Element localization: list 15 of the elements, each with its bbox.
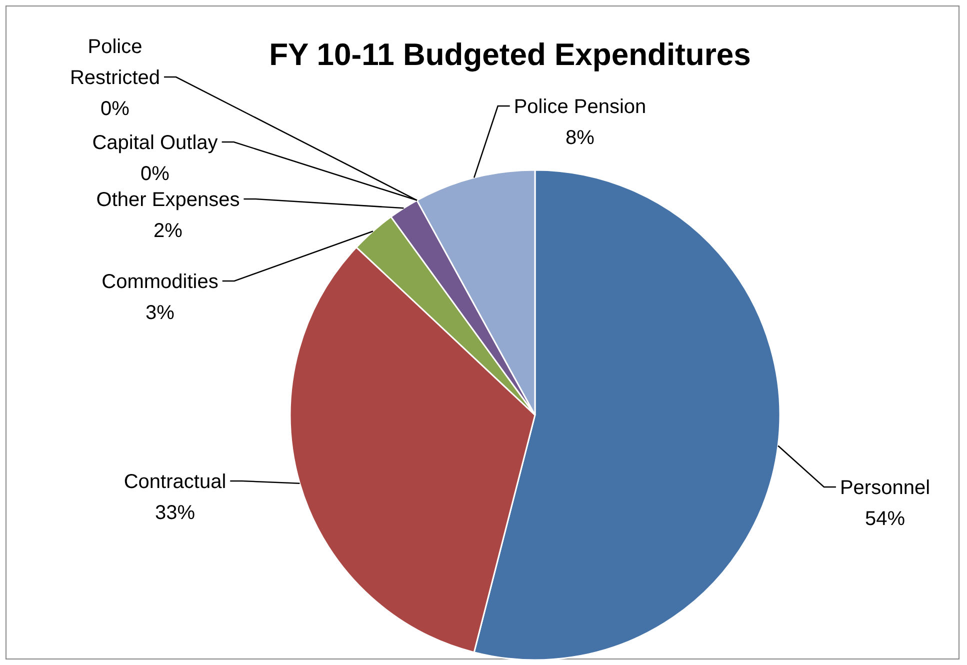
text: 0% (140, 163, 170, 185)
slice-label: Police Pension (514, 96, 646, 118)
data-label: 8% (566, 127, 595, 149)
slice-label: Other Expenses (96, 189, 240, 211)
category-label: Capital Outlay (92, 132, 218, 154)
text: 0% (100, 98, 130, 120)
data-label: 33% (154, 502, 196, 524)
slice-label: Contractual (124, 471, 226, 493)
slice-label: Personnel (840, 477, 930, 499)
category-label: Police Restricted (70, 36, 160, 89)
chart-title: FY 10-11 Budgeted Expenditures (269, 37, 751, 72)
data-label: 2% (154, 220, 183, 242)
data-label: 54% (864, 508, 906, 530)
data-label: 3% (146, 302, 175, 324)
slice-label: Commodities (102, 271, 218, 293)
